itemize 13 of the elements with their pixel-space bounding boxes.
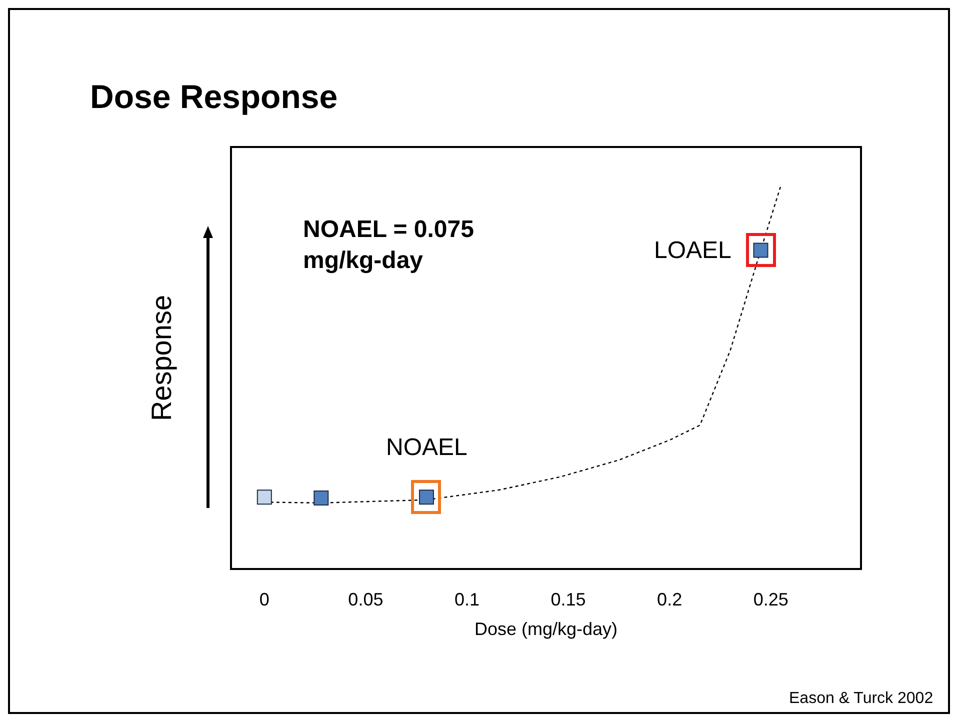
annotation: NOAEL [386,434,468,461]
x-tick-label: 0.05 [348,590,384,610]
x-tick-label: 0.1 [454,590,480,610]
x-tick-label: 0.15 [550,590,586,610]
y-axis-title: Response [146,294,178,422]
chart-title: Dose Response [90,78,338,116]
x-axis-title: Dose (mg/kg-day) [474,619,618,640]
annotation: LOAEL [654,237,732,264]
x-tick-label: 0.25 [753,590,788,610]
annotation: NOAEL = 0.075 mg/kg-day [303,216,474,274]
text: Eason & Turck 2002 [789,690,934,707]
x-tick-label: 0.2 [657,590,682,610]
x-tick-label: 0 [259,590,270,610]
